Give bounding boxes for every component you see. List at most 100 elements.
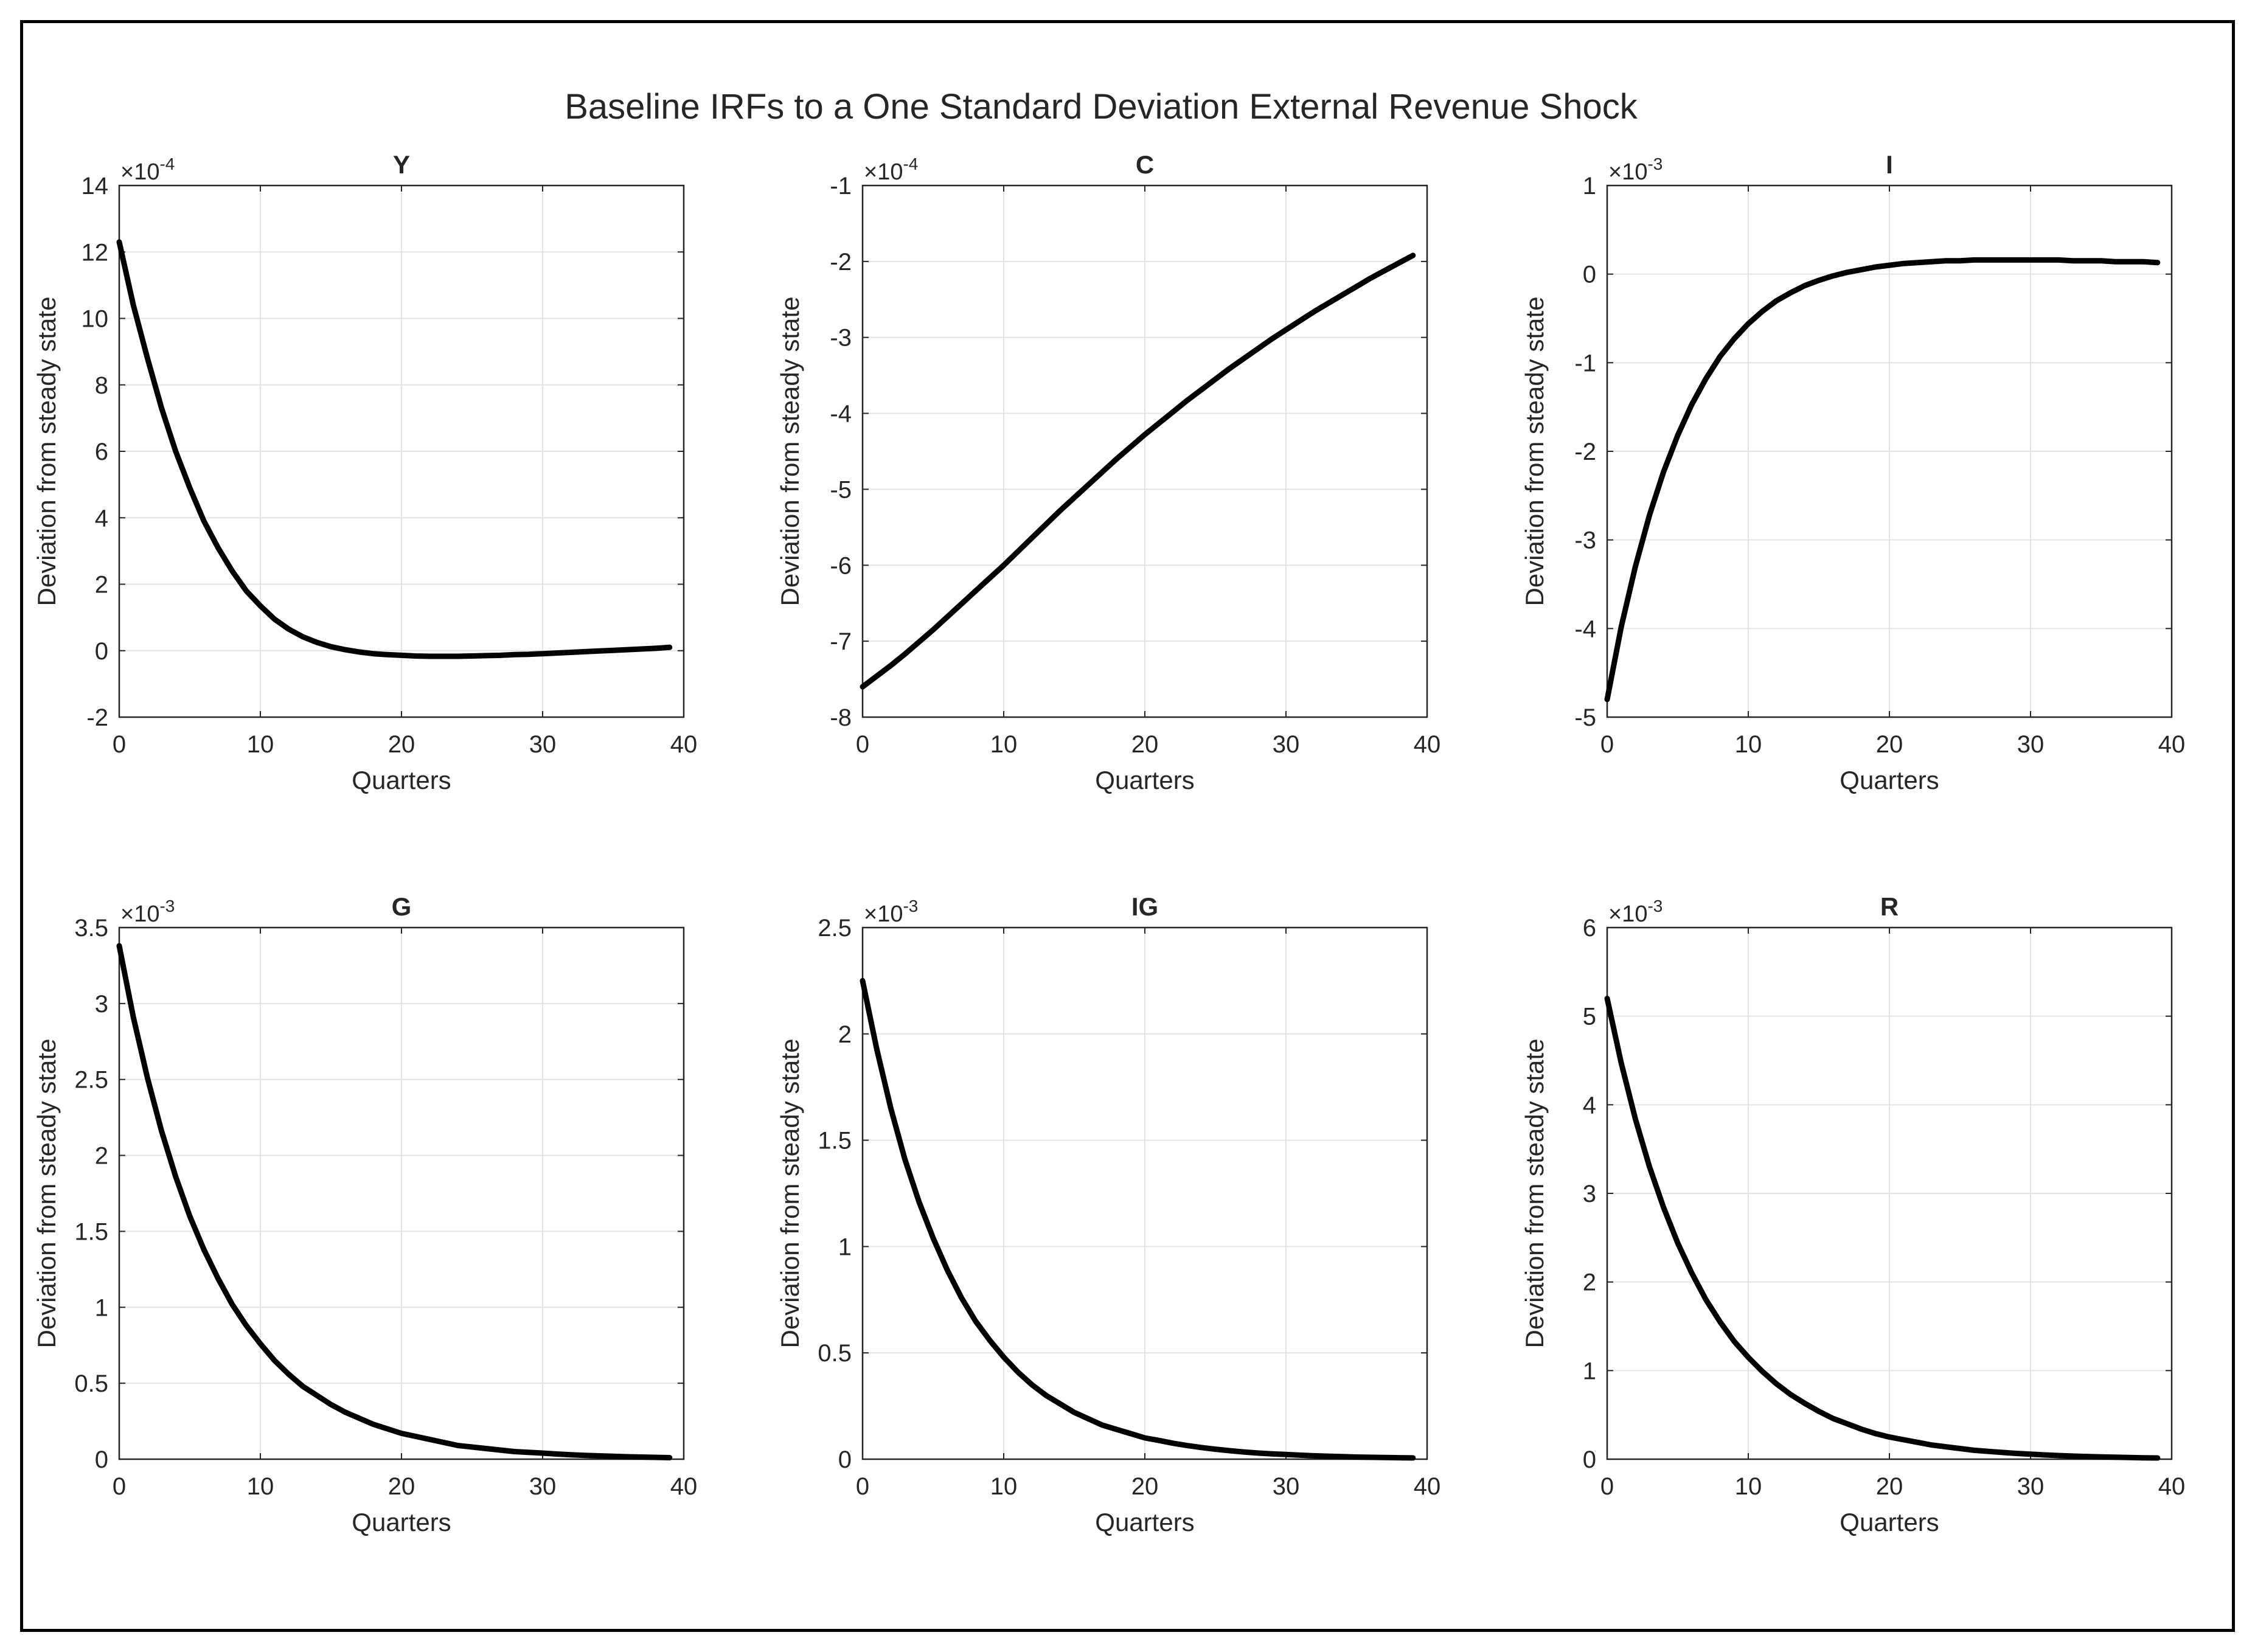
subplot-i: 0 10 20 30 40 -5 -4 -3 -2 -1 0 1 ×10-3 I Quarters Devia…	[1520, 150, 2185, 794]
y-tick-label: -5	[1574, 704, 1596, 731]
y-tick-label: -3	[830, 325, 852, 352]
subplot-ig: 0 10 20 30 40 0 0.5 1 1.5 2 2.5 ×10-3 IG Quarters Devi…	[776, 892, 1440, 1536]
y-tick-label: 0.5	[74, 1370, 108, 1397]
subplot-title: I	[1886, 150, 1893, 179]
y-tick-label: 1.5	[74, 1218, 108, 1245]
x-tick-label: 20	[1876, 731, 1903, 758]
series-line-i	[1604, 257, 2161, 703]
y-tick-label: 2.5	[74, 1067, 108, 1094]
axes-box	[118, 184, 685, 718]
x-tick-label: 40	[2158, 1473, 2186, 1500]
axes-box	[861, 184, 1428, 718]
axes-box	[1606, 184, 2173, 718]
y-tick-label: 2	[95, 1143, 108, 1170]
y-tick-label: 0	[1583, 1446, 1596, 1473]
subplot-title: C	[1136, 150, 1154, 179]
x-axis-label: Quarters	[1840, 1508, 1939, 1536]
x-tick-label: 10	[1735, 731, 1762, 758]
y-tick-label: -1	[830, 173, 852, 200]
y-tick-label: 6	[1583, 915, 1596, 942]
axes-box	[1606, 926, 2173, 1460]
x-tick-label: 30	[1273, 1473, 1300, 1500]
y-tick-label: -8	[830, 704, 852, 731]
y-tick-label: 3	[95, 991, 108, 1018]
y-axis-label: Deviation from steady state	[1520, 297, 1549, 606]
exponent-label: ×10-4	[864, 154, 918, 185]
y-tick-label: 4	[95, 505, 108, 532]
y-tick-label: 0.5	[818, 1340, 852, 1367]
y-tick-label: 2.5	[818, 915, 852, 942]
x-tick-label: 40	[1414, 1473, 1441, 1500]
y-tick-label: 8	[95, 372, 108, 399]
y-tick-label: 2	[95, 572, 108, 599]
exponent-label: ×10-3	[1608, 154, 1663, 185]
series-line-g	[116, 943, 673, 1460]
x-tick-label: 20	[388, 1473, 415, 1500]
x-tick-label: 40	[2158, 731, 2186, 758]
y-tick-label: 6	[95, 439, 108, 465]
x-tick-label: 10	[247, 1473, 274, 1500]
x-axis-label: Quarters	[1840, 766, 1939, 794]
subplot-r: 0 10 20 30 40 0 1 2 3 4 5 6 ×10-3 R Quarters Deviation …	[1520, 892, 2185, 1536]
x-tick-label: 20	[388, 731, 415, 758]
series-line-c	[860, 252, 1416, 690]
y-tick-label: 1	[95, 1294, 108, 1321]
y-tick-label: 3	[1583, 1181, 1596, 1207]
y-tick-label: 1.5	[818, 1128, 852, 1154]
y-tick-label: -5	[830, 476, 852, 503]
x-tick-label: 30	[529, 1473, 557, 1500]
y-tick-label: -2	[830, 249, 852, 276]
y-tick-label: 0	[95, 1446, 108, 1473]
x-tick-label: 20	[1131, 731, 1159, 758]
x-tick-label: 0	[1600, 731, 1614, 758]
subplot-title: R	[1880, 892, 1899, 921]
y-tick-label: 3.5	[74, 915, 108, 942]
x-tick-label: 40	[670, 1473, 698, 1500]
x-tick-label: 0	[1600, 1473, 1614, 1500]
y-tick-label: -4	[1574, 616, 1596, 642]
y-tick-label: -3	[1574, 527, 1596, 554]
y-tick-label: -2	[1574, 439, 1596, 465]
exponent-value: -4	[159, 154, 175, 173]
series-line-y	[116, 239, 673, 659]
y-axis-label: Deviation from steady state	[32, 1039, 61, 1348]
y-tick-label: 2	[838, 1021, 852, 1048]
x-tick-label: 20	[1876, 1473, 1903, 1500]
x-tick-label: 10	[990, 731, 1018, 758]
x-tick-label: 0	[856, 1473, 869, 1500]
y-tick-label: -4	[830, 401, 852, 428]
subplot-c: 0 10 20 30 40 -8 -7 -6 -5 -4 -3 -2 -1 ×10-4 C Quarters D…	[776, 150, 1440, 794]
exponent-value: -3	[159, 897, 175, 915]
subplot-g: 0 10 20 30 40 0 0.5 1 1.5 2 2.5 3 3.5 ×10-3 G Quarters D…	[32, 892, 697, 1536]
x-axis-label: Quarters	[352, 766, 451, 794]
exponent-label: ×10-3	[120, 897, 175, 927]
exponent-value: -3	[903, 897, 918, 915]
subplot-title: IG	[1131, 892, 1158, 921]
x-tick-label: 30	[2017, 731, 2045, 758]
y-tick-label: -6	[830, 552, 852, 579]
y-tick-label: -7	[830, 628, 852, 655]
y-axis-label: Deviation from steady state	[776, 1039, 804, 1348]
y-tick-label: 1	[1583, 173, 1596, 200]
x-tick-label: 40	[1414, 731, 1441, 758]
subplot-title: G	[392, 892, 412, 921]
y-tick-label: 1	[1583, 1358, 1596, 1384]
y-tick-label: 0	[838, 1446, 852, 1473]
y-tick-label: 10	[82, 306, 109, 333]
x-tick-label: 10	[990, 1473, 1018, 1500]
exponent-value: -3	[1647, 154, 1663, 173]
x-tick-label: 0	[113, 731, 126, 758]
y-axis-label: Deviation from steady state	[32, 297, 61, 606]
x-tick-label: 0	[856, 731, 869, 758]
y-tick-label: 14	[82, 173, 109, 200]
exponent-value: -3	[1647, 897, 1663, 915]
exponent-value: -4	[903, 154, 918, 173]
x-axis-label: Quarters	[1095, 1508, 1194, 1536]
x-tick-label: 40	[670, 731, 698, 758]
x-tick-label: 10	[1735, 1473, 1762, 1500]
exponent-label: ×10-3	[1608, 897, 1663, 927]
exponent-label: ×10-3	[864, 897, 918, 927]
